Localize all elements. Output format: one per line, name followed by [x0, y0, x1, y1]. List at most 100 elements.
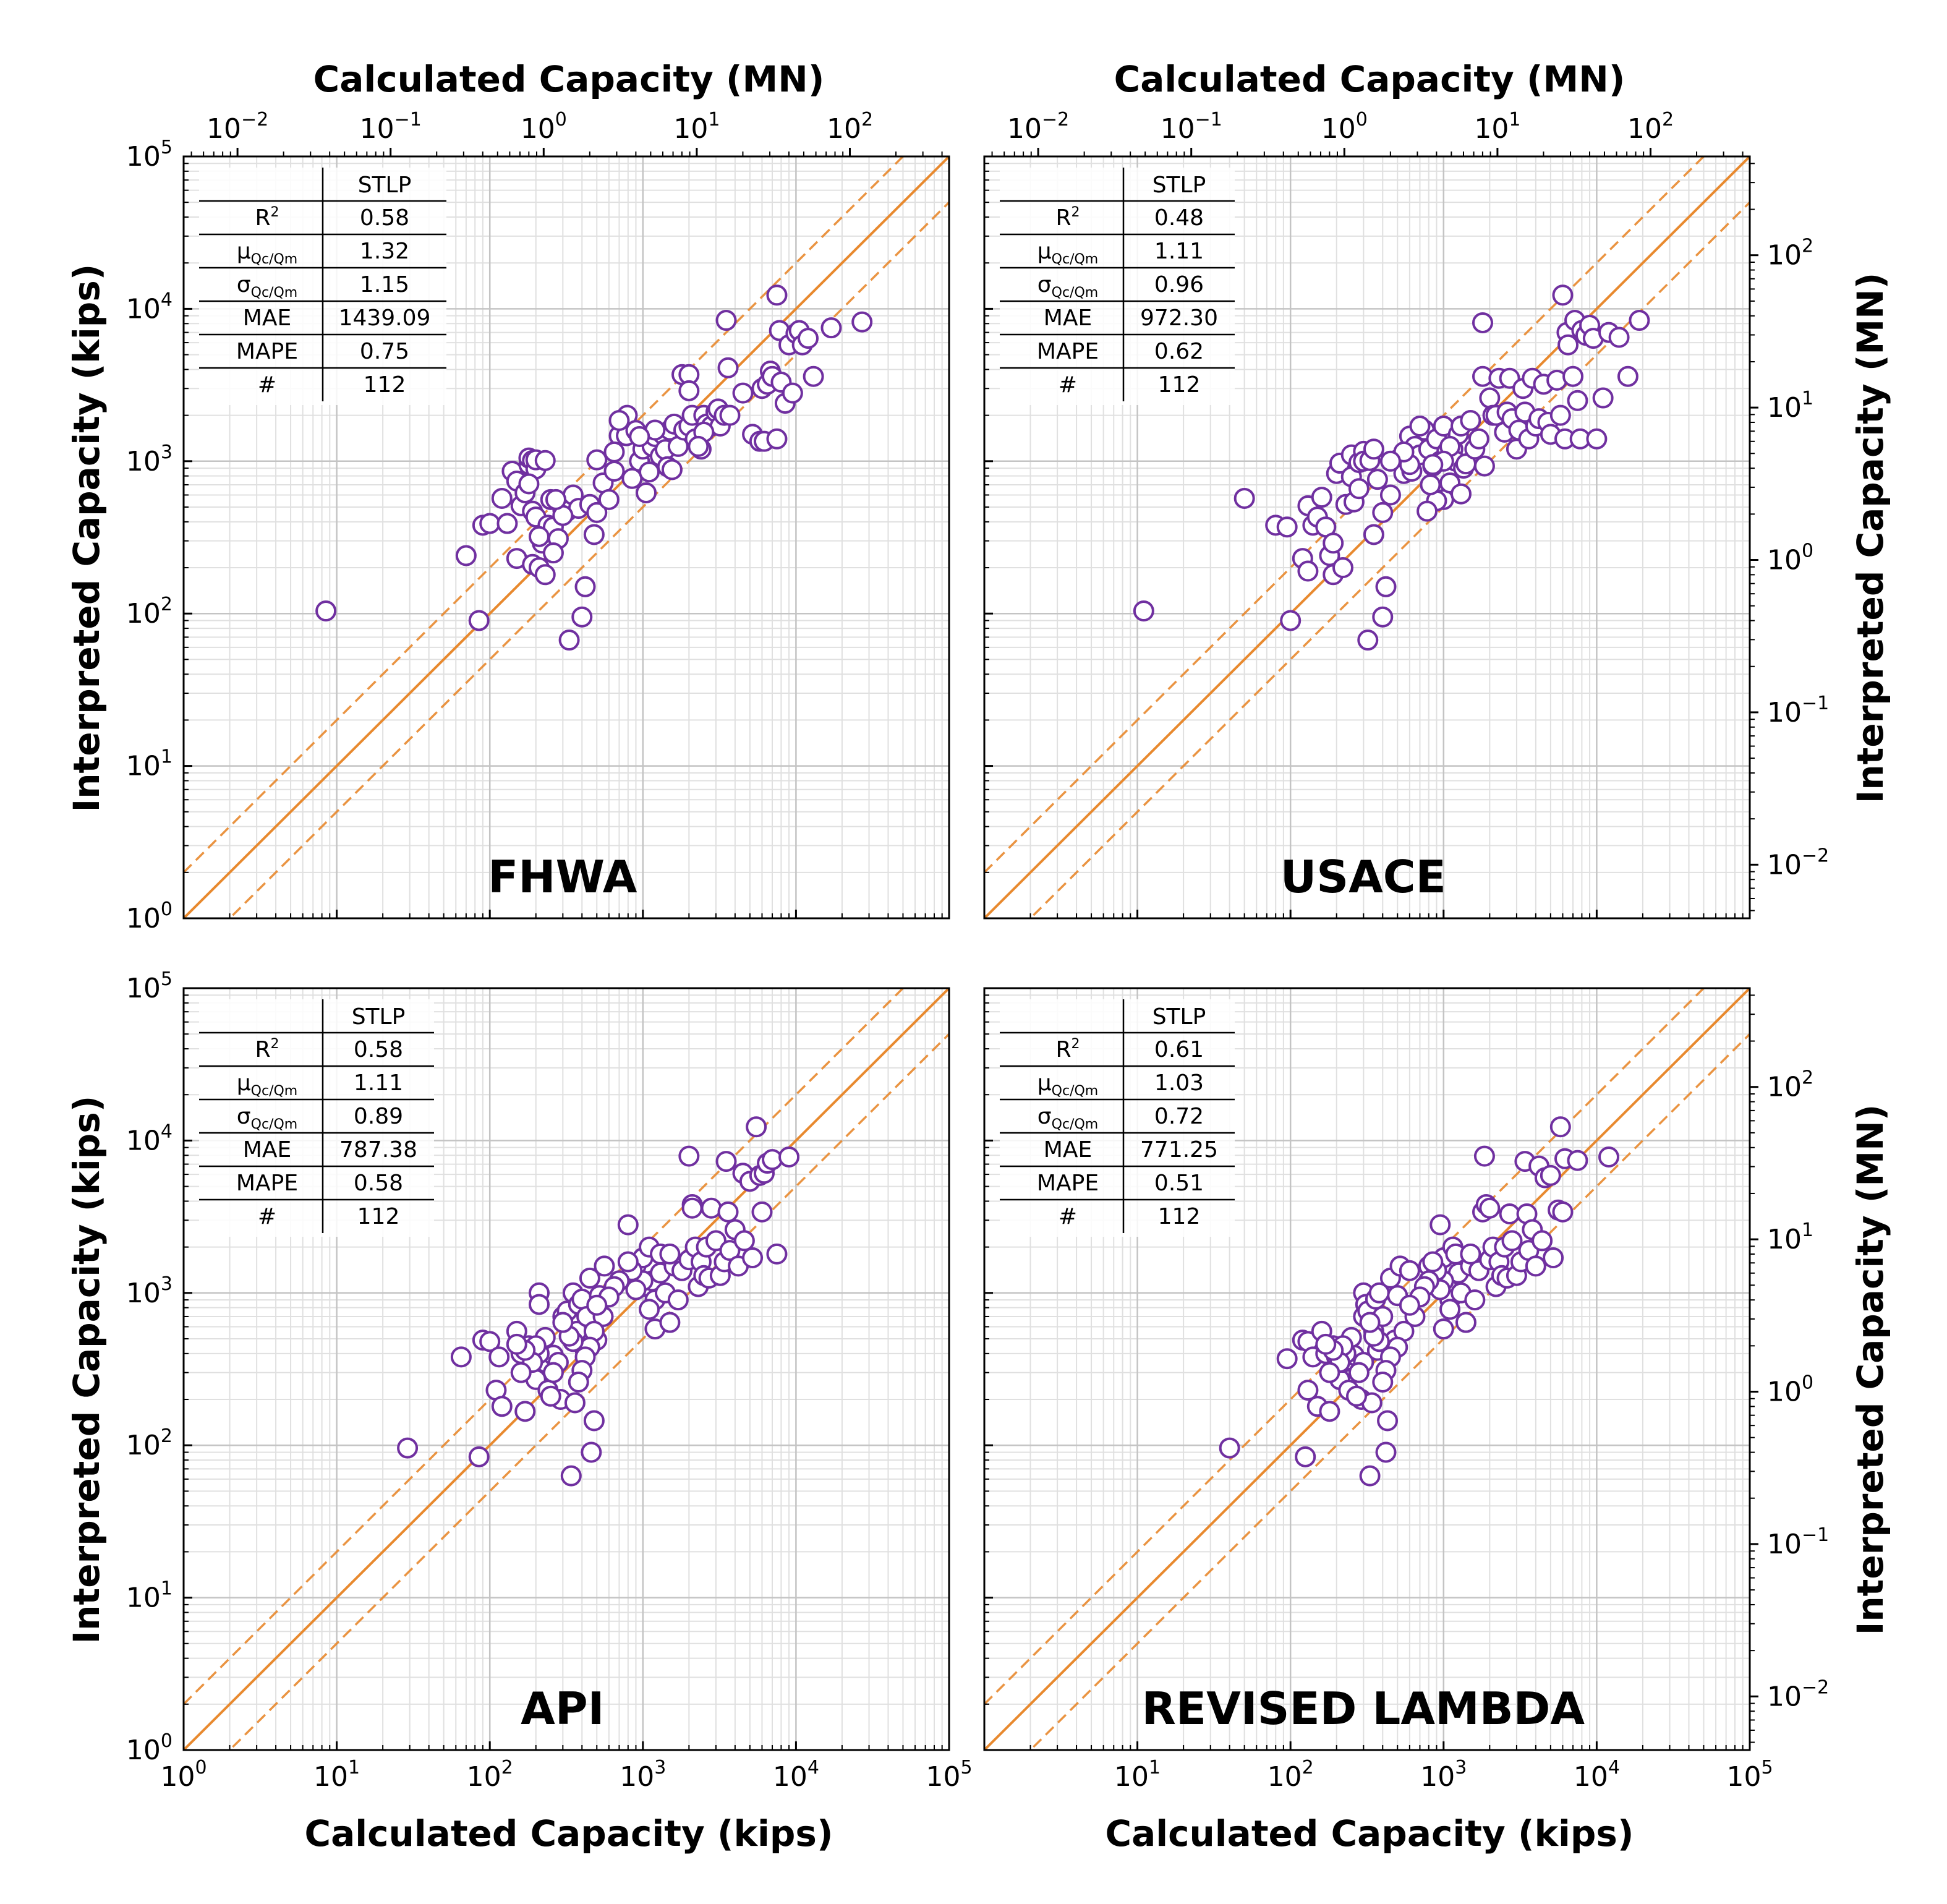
- data-point: [603, 441, 625, 463]
- data-point: [1377, 1410, 1399, 1432]
- x-tick-label: 100: [160, 1757, 207, 1793]
- top-tick-label: 10−2: [1007, 109, 1069, 145]
- data-point: [545, 489, 567, 510]
- table-value-sigma: 1.15: [360, 272, 409, 297]
- data-point: [742, 1247, 764, 1269]
- data-point: [1464, 1289, 1486, 1311]
- data-point: [1455, 1312, 1476, 1333]
- data-point: [617, 1251, 639, 1273]
- data-point: [719, 404, 741, 426]
- table-row-label: MAPE: [236, 1171, 298, 1196]
- data-points: [1133, 284, 1650, 651]
- right-tick-label: 10−1: [1767, 693, 1829, 728]
- table-row-label: R2: [255, 205, 279, 231]
- data-points: [315, 284, 873, 651]
- data-point: [1280, 610, 1302, 631]
- data-point: [746, 1116, 767, 1138]
- y-tick-label: 100: [126, 1730, 173, 1766]
- table-row-label: MAE: [243, 1137, 291, 1163]
- table-row-label: σQc/Qm: [1037, 1104, 1098, 1132]
- y-tick-label: 104: [126, 289, 173, 325]
- data-point: [1319, 1401, 1340, 1422]
- data-point: [1422, 454, 1444, 476]
- table-header: STLP: [1152, 173, 1206, 198]
- data-point: [534, 450, 556, 471]
- right-axis-title-bottom: Interpreted Capacity (MN): [1849, 1104, 1891, 1635]
- table-background: [1000, 168, 1235, 405]
- data-point: [1359, 1465, 1381, 1487]
- data-point: [496, 513, 518, 534]
- tick-marks: [983, 987, 1758, 1751]
- x-tick-label: 102: [1267, 1757, 1314, 1793]
- data-point: [766, 428, 788, 450]
- data-point: [1562, 365, 1584, 387]
- data-point: [1219, 1437, 1240, 1459]
- data-point: [1567, 1150, 1588, 1171]
- x-tick-label: 105: [1726, 1757, 1773, 1793]
- x-tick-label: 105: [926, 1757, 972, 1793]
- data-point: [568, 1371, 589, 1393]
- data-point: [766, 1243, 788, 1265]
- top-axis-title-right: Calculated Capacity (MN): [1114, 58, 1625, 100]
- data-point: [1346, 1385, 1368, 1407]
- data-point: [1379, 450, 1401, 472]
- table-value-MAE: 1439.09: [339, 305, 431, 331]
- table-background: [199, 999, 434, 1237]
- data-point: [528, 526, 550, 547]
- y-tick-label: 101: [126, 1578, 173, 1614]
- data-point: [1372, 606, 1394, 628]
- data-point: [514, 1401, 536, 1422]
- stats-table: STLP R2 0.61 μQc/Qm 1.03 σQc/Qm 0.72 MAE 771.25 M…: [1000, 999, 1235, 1237]
- right-tick-label: 102: [1767, 236, 1813, 271]
- data-point: [468, 1446, 490, 1467]
- y-tick-label: 102: [126, 594, 173, 630]
- table-row-label: R2: [1055, 205, 1080, 231]
- table-row-label: #: [258, 372, 276, 398]
- data-point: [1375, 576, 1397, 597]
- y-tick-label: 105: [126, 137, 173, 173]
- data-point: [1233, 487, 1255, 509]
- data-point: [1399, 1260, 1420, 1281]
- table-row-label: R2: [1055, 1036, 1080, 1062]
- data-point: [715, 1151, 737, 1172]
- data-point: [1363, 524, 1384, 545]
- y-tick-label: 103: [126, 1273, 173, 1309]
- x-tick-label: 104: [773, 1757, 819, 1793]
- table-value-count: 112: [1158, 1204, 1201, 1229]
- right-tick-label: 10−1: [1767, 1524, 1829, 1560]
- data-point: [1598, 1146, 1620, 1168]
- data-point: [1549, 404, 1571, 426]
- table-row-label: MAE: [1044, 1137, 1092, 1163]
- table-header: STLP: [352, 1004, 406, 1030]
- data-point: [479, 513, 501, 534]
- data-point: [510, 1362, 532, 1383]
- data-point: [488, 1346, 510, 1368]
- data-point: [1532, 1230, 1553, 1252]
- lower-bound-line: [1029, 1033, 1750, 1750]
- data-point: [1399, 1294, 1420, 1316]
- data-point: [491, 1396, 513, 1417]
- data-point: [1552, 1201, 1574, 1223]
- panel-label: USACE: [1280, 851, 1446, 903]
- panels-group: 100 101 102 103 104 105 10−2 10−1 100 101 102 FHWA S…: [126, 109, 1829, 1793]
- data-point: [574, 576, 596, 597]
- data-point: [1472, 312, 1494, 333]
- table-value-R2: 0.58: [354, 1037, 403, 1062]
- table-value-mu: 1.03: [1154, 1070, 1204, 1096]
- data-point: [733, 1230, 755, 1252]
- right-tick-label: 101: [1767, 388, 1813, 424]
- table-row-label: σQc/Qm: [237, 272, 297, 301]
- stats-table: STLP R2 0.58 μQc/Qm 1.32 σQc/Qm 1.15 MAE 1439.09…: [199, 168, 446, 405]
- right-tick-label: 100: [1767, 1372, 1813, 1408]
- x-tick-label: 103: [1420, 1757, 1467, 1793]
- data-point: [798, 328, 819, 349]
- table-row-label: #: [1059, 372, 1077, 398]
- data-point: [583, 1410, 605, 1432]
- data-point: [705, 1230, 726, 1252]
- x-tick-label: 103: [620, 1757, 666, 1793]
- data-point: [621, 467, 643, 489]
- data-point: [1359, 1312, 1381, 1333]
- data-point: [1372, 1371, 1394, 1393]
- data-point: [678, 1145, 700, 1167]
- data-points: [1219, 1116, 1620, 1487]
